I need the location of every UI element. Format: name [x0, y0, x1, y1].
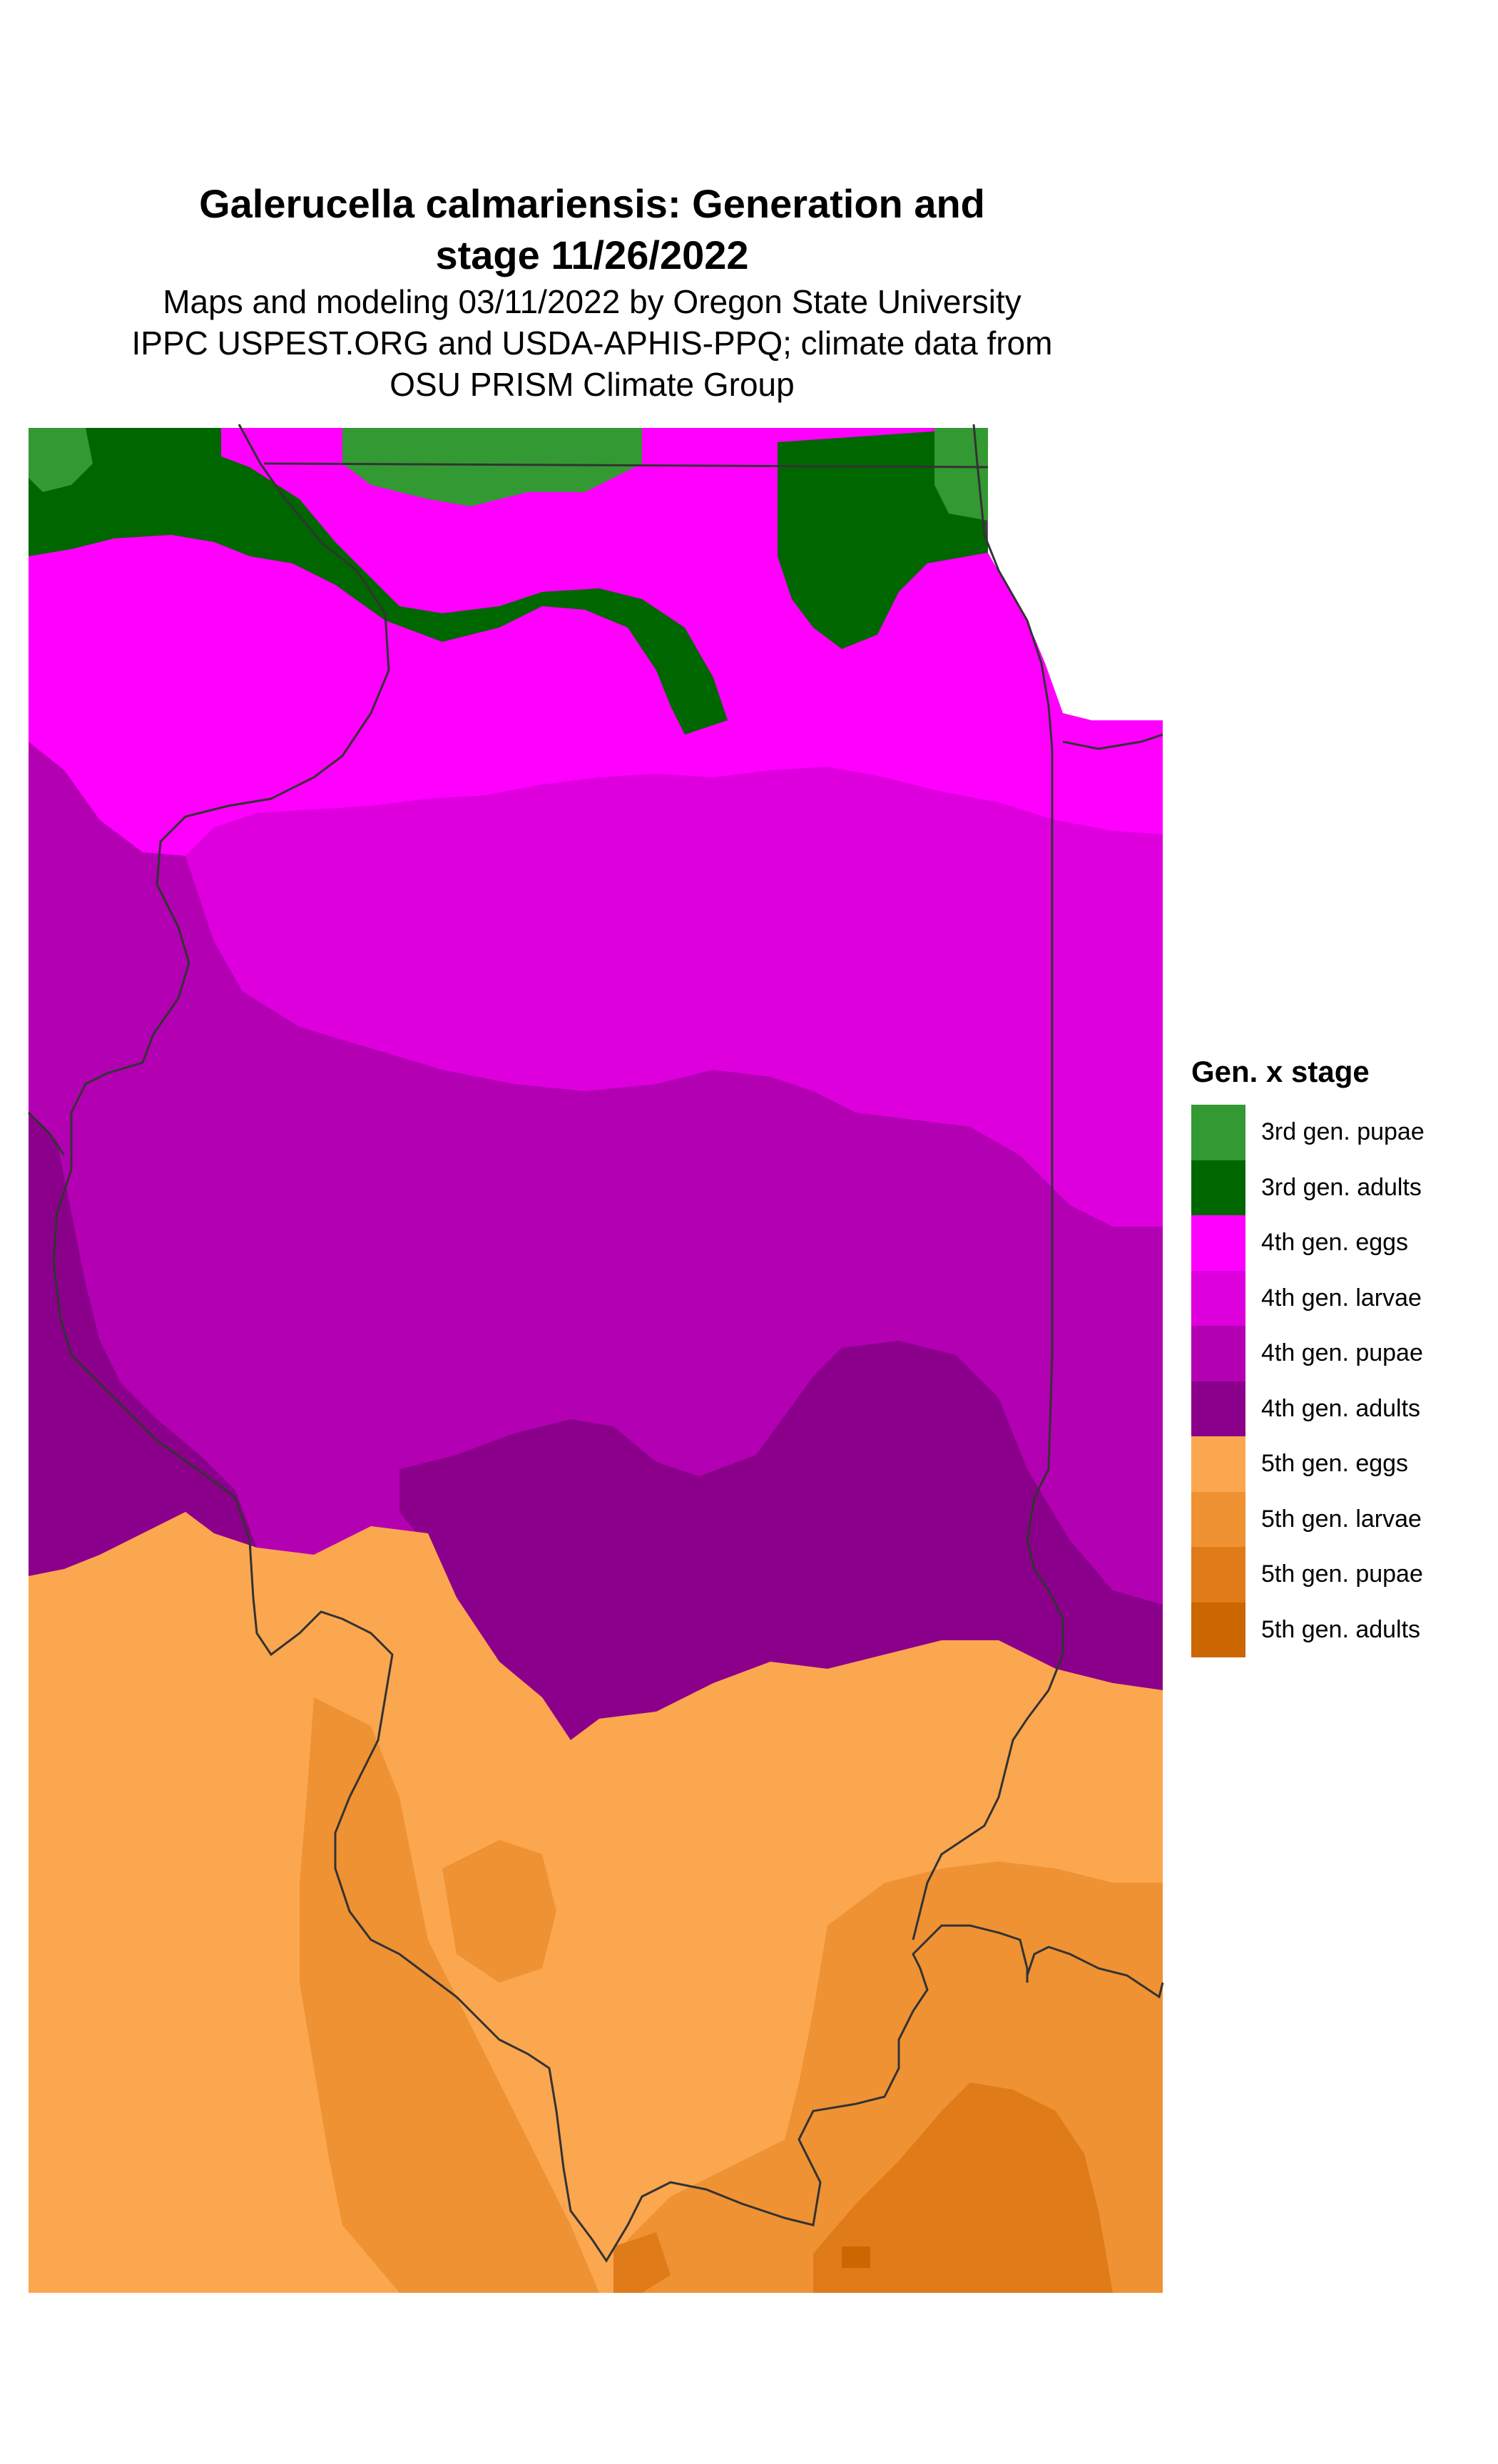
zone-3rd-gen-adults: [29, 428, 728, 735]
legend-swatch: [1191, 1105, 1245, 1160]
legend-label: 3rd gen. adults: [1261, 1173, 1422, 1201]
zone-3rd-gen-pupae-1: [29, 428, 93, 492]
state-border-north: [263, 462, 989, 469]
legend-item-3rd-gen-pupae: 3rd gen. pupae: [1191, 1105, 1477, 1160]
legend-item-4th-gen-larvae: 4th gen. larvae: [1191, 1270, 1477, 1326]
zone-3rd-gen-pupae-3: [934, 428, 988, 521]
state-border-east: [912, 424, 1064, 1941]
legend-item-4th-gen-pupae: 4th gen. pupae: [1191, 1326, 1477, 1381]
legend-item-5th-gen-eggs: 5th gen. eggs: [1191, 1436, 1477, 1492]
zone-4th-gen-adults-west: [29, 1113, 257, 1576]
legend-item-3rd-gen-adults: 3rd gen. adults: [1191, 1160, 1477, 1215]
map-title-line-2: stage 11/26/2022: [435, 232, 749, 277]
zone-5th-gen-pupae-small: [613, 2232, 671, 2293]
map-subtitle-line-2: IPPC USPEST.ORG and USDA-APHIS-PPQ; clim…: [131, 324, 1053, 362]
legend-label: 4th gen. adults: [1261, 1394, 1421, 1422]
legend-title: Gen. x stage: [1191, 1055, 1370, 1088]
legend-swatch: [1191, 1602, 1245, 1657]
legend-swatch: [1191, 1381, 1245, 1436]
legend-label: 4th gen. larvae: [1261, 1284, 1422, 1312]
legend-swatch: [1191, 1270, 1245, 1326]
zone-3rd-gen-pupae-2: [342, 428, 642, 506]
legend-swatch: [1191, 1436, 1245, 1492]
legend-swatch: [1191, 1215, 1245, 1271]
map-subtitle-line-3: OSU PRISM Climate Group: [389, 366, 795, 403]
river-border-west-lower: [27, 1111, 66, 1156]
legend-item-5th-gen-pupae: 5th gen. pupae: [1191, 1547, 1477, 1602]
legend-swatch: [1191, 1326, 1245, 1381]
river-border-southeast: [1026, 1946, 1164, 1999]
map-title-block: Galerucella calmariensis: Generation and…: [0, 178, 1184, 405]
legend-label: 5th gen. pupae: [1261, 1560, 1423, 1588]
legend-label: 5th gen. eggs: [1261, 1450, 1409, 1478]
legend-label: 5th gen. larvae: [1261, 1505, 1422, 1533]
legend: Gen. x stage 3rd gen. pupae 3rd gen. adu…: [1191, 1052, 1477, 1657]
legend-label: 5th gen. adults: [1261, 1615, 1421, 1643]
legend-item-4th-gen-eggs: 4th gen. eggs: [1191, 1215, 1477, 1271]
legend-label: 3rd gen. pupae: [1261, 1118, 1425, 1146]
stage-zones: [29, 428, 1163, 2293]
legend-item-5th-gen-larvae: 5th gen. larvae: [1191, 1491, 1477, 1547]
zone-5th-gen-larvae-west: [300, 1697, 599, 2293]
map-title-line-1: Galerucella calmariensis: Generation and: [199, 181, 985, 226]
map-subtitle-line-1: Maps and modeling 03/11/2022 by Oregon S…: [163, 283, 1021, 320]
border-lines: [27, 424, 1164, 2263]
legend-swatch: [1191, 1547, 1245, 1602]
state-border-northeast: [1062, 733, 1163, 750]
legend-item-5th-gen-adults: 5th gen. adults: [1191, 1602, 1477, 1657]
legend-label: 4th gen. eggs: [1261, 1229, 1409, 1257]
legend-label: 4th gen. pupae: [1261, 1339, 1423, 1367]
zone-5th-gen-larvae-center: [442, 1840, 556, 1983]
legend-swatch: [1191, 1160, 1245, 1215]
legend-swatch: [1191, 1491, 1245, 1547]
legend-item-4th-gen-adults: 4th gen. adults: [1191, 1381, 1477, 1436]
zone-5th-gen-adults: [842, 2246, 870, 2268]
zone-5th-gen-pupae: [813, 2082, 1113, 2293]
river-border-west-upper: [52, 424, 1029, 2263]
